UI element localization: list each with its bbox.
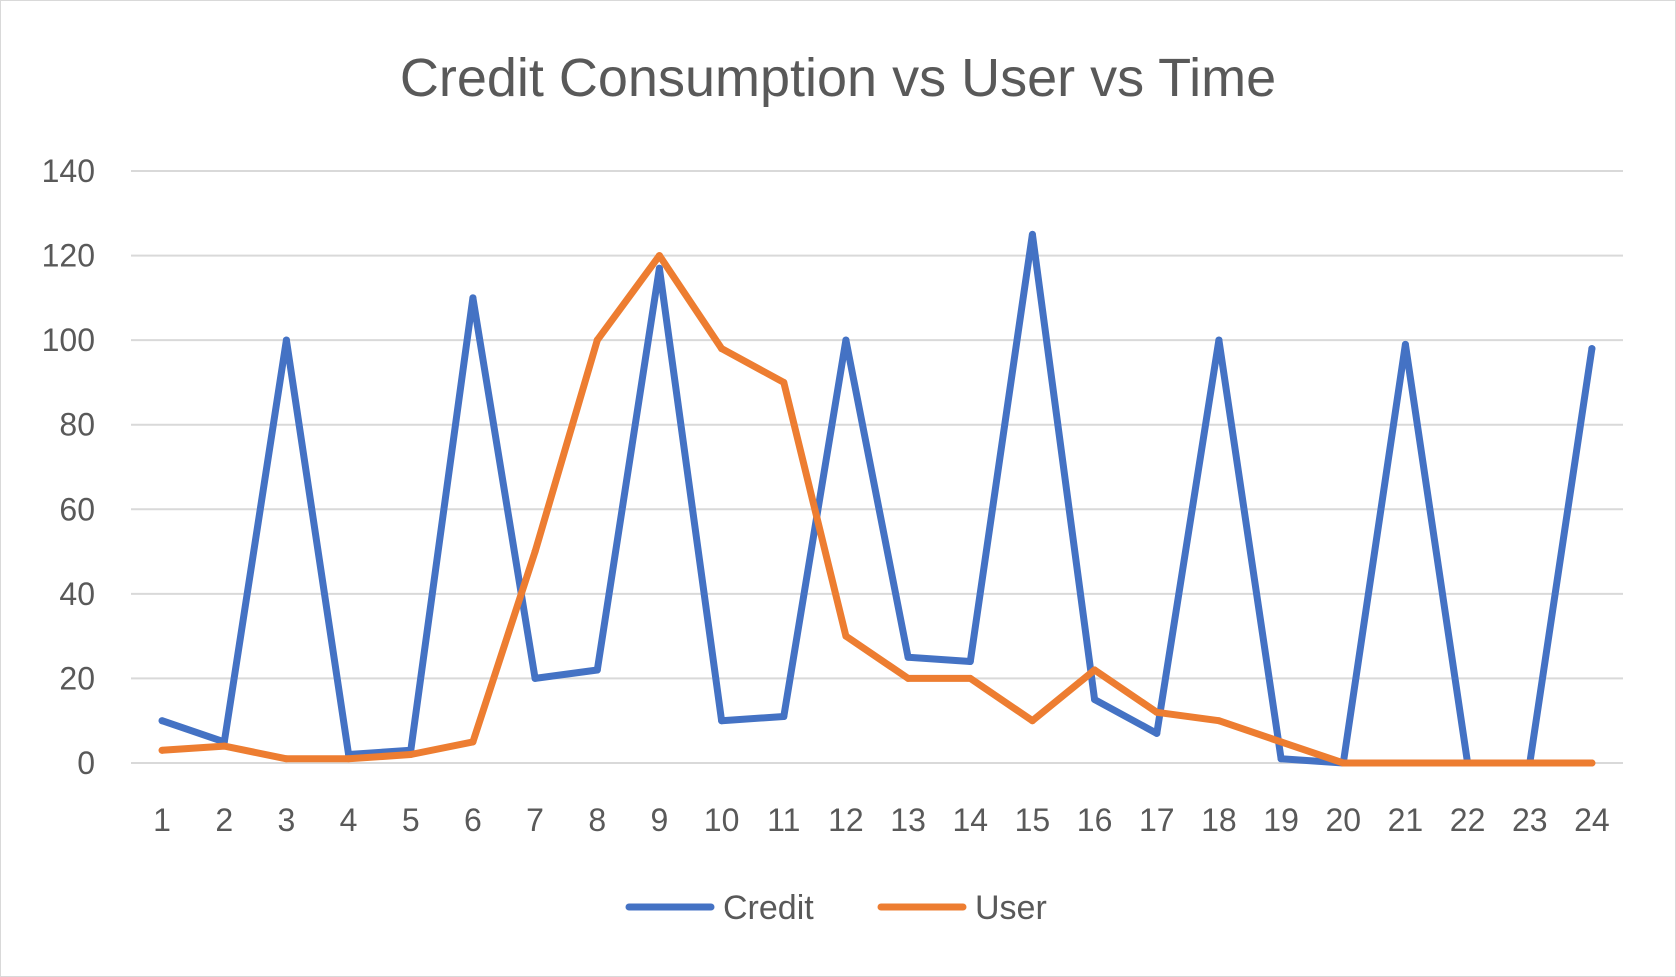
legend-label-credit: Credit — [723, 889, 814, 927]
y-tick-label: 100 — [42, 322, 95, 358]
x-tick-label: 3 — [278, 802, 296, 838]
data-point-credit — [655, 264, 663, 272]
data-point-user — [842, 632, 850, 640]
y-tick-label: 140 — [42, 153, 95, 189]
x-tick-label: 17 — [1139, 802, 1175, 838]
x-tick-label: 22 — [1450, 802, 1486, 838]
x-tick-label: 8 — [588, 802, 606, 838]
data-point-user — [904, 674, 912, 682]
x-tick-label: 2 — [215, 802, 233, 838]
data-point-credit — [469, 294, 477, 302]
data-point-user — [407, 751, 415, 759]
legend: Credit User — [625, 889, 1047, 927]
data-point-credit — [1277, 755, 1285, 763]
y-tick-label: 0 — [77, 745, 95, 781]
x-tick-label: 4 — [340, 802, 358, 838]
data-point-credit — [1153, 729, 1161, 737]
data-point-user — [1339, 759, 1347, 767]
y-tick-label: 40 — [59, 576, 95, 612]
x-tick-label: 13 — [890, 802, 926, 838]
x-tick-label: 20 — [1325, 802, 1361, 838]
x-tick-label: 15 — [1015, 802, 1051, 838]
data-point-user — [655, 252, 663, 260]
data-point-user — [1091, 666, 1099, 674]
data-point-credit — [1215, 336, 1223, 344]
data-point-credit — [842, 336, 850, 344]
y-axis-ticks: 0 20 40 60 80 100 120 140 — [42, 153, 95, 781]
data-point-user — [531, 548, 539, 556]
data-point-user — [780, 378, 788, 386]
x-tick-label: 18 — [1201, 802, 1237, 838]
data-point-user — [593, 336, 601, 344]
data-point-credit — [1028, 230, 1036, 238]
x-tick-label: 1 — [153, 802, 171, 838]
data-point-user — [469, 738, 477, 746]
data-point-credit — [1091, 696, 1099, 704]
data-point-credit — [1588, 345, 1596, 353]
x-tick-label: 23 — [1512, 802, 1548, 838]
data-point-credit — [966, 658, 974, 666]
y-tick-label: 20 — [59, 660, 95, 696]
data-point-user — [1277, 738, 1285, 746]
data-point-user — [282, 755, 290, 763]
data-point-credit — [531, 674, 539, 682]
series-line-credit — [158, 230, 1596, 767]
series-lines — [158, 230, 1596, 767]
data-point-user — [345, 755, 353, 763]
data-point-user — [1526, 759, 1534, 767]
data-point-user — [1588, 759, 1596, 767]
data-point-credit — [780, 712, 788, 720]
y-tick-label: 120 — [42, 238, 95, 274]
data-point-credit — [282, 336, 290, 344]
gridlines — [131, 170, 1623, 764]
x-tick-label: 9 — [651, 802, 669, 838]
data-point-user — [1464, 759, 1472, 767]
data-point-user — [966, 674, 974, 682]
data-point-credit — [1401, 340, 1409, 348]
x-tick-label: 12 — [828, 802, 864, 838]
data-point-credit — [718, 717, 726, 725]
x-tick-label: 16 — [1077, 802, 1113, 838]
x-tick-label: 5 — [402, 802, 420, 838]
series-line-user — [158, 252, 1596, 767]
chart-title: Credit Consumption vs User vs Time — [400, 48, 1276, 108]
data-point-user — [1401, 759, 1409, 767]
x-tick-label: 7 — [526, 802, 544, 838]
data-point-user — [1028, 717, 1036, 725]
data-point-user — [158, 746, 166, 754]
y-tick-label: 80 — [59, 407, 95, 443]
x-tick-label: 10 — [704, 802, 740, 838]
data-point-user — [718, 345, 726, 353]
x-axis-ticks: 1 2 3 4 5 6 7 8 9 10 11 12 13 14 15 16 17 18 19 20 21 22 23 24 — [153, 802, 1610, 838]
x-tick-label: 14 — [952, 802, 988, 838]
legend-label-user: User — [975, 889, 1047, 927]
y-tick-label: 60 — [59, 491, 95, 527]
data-point-credit — [158, 717, 166, 725]
data-point-user — [220, 742, 228, 750]
x-tick-label: 6 — [464, 802, 482, 838]
data-point-credit — [904, 653, 912, 661]
x-tick-label: 21 — [1388, 802, 1424, 838]
x-tick-label: 24 — [1574, 802, 1610, 838]
x-tick-label: 11 — [767, 802, 800, 838]
data-point-user — [1153, 708, 1161, 716]
data-point-credit — [593, 666, 601, 674]
data-point-user — [1215, 717, 1223, 725]
x-tick-label: 19 — [1263, 802, 1299, 838]
